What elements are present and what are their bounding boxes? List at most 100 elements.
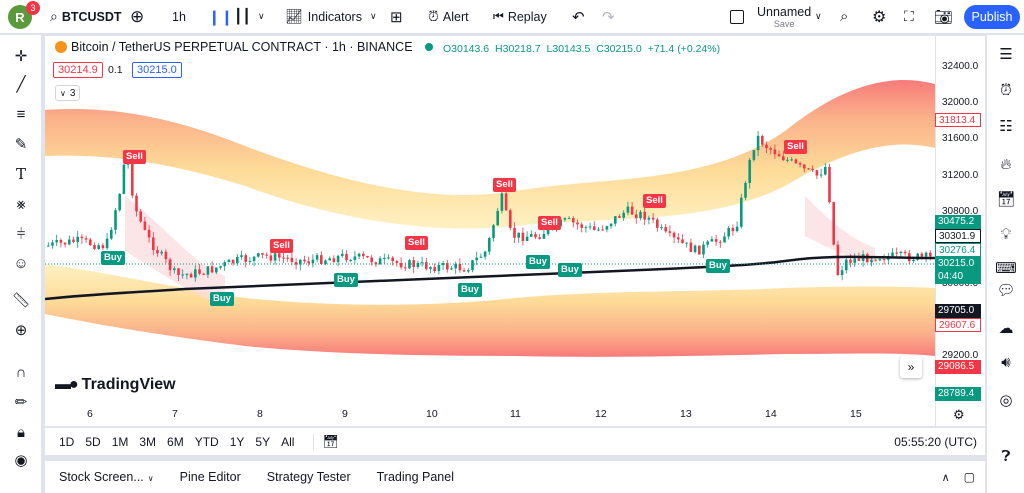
candle-body [605, 226, 609, 230]
candle-body [748, 159, 751, 183]
range-5d[interactable]: 5D [85, 434, 101, 449]
snapshot-button[interactable]: 📷︎ [934, 0, 953, 34]
fullscreen-button[interactable]: ⛶ [904, 0, 914, 34]
panel-tab[interactable]: Strategy Tester [267, 470, 351, 484]
magnet-tool[interactable]: ∩ [10, 361, 32, 383]
range-1d[interactable]: 1D [59, 434, 75, 449]
calendar-button[interactable]: 📅︎ [995, 188, 1017, 210]
interval-button[interactable]: 1h [172, 0, 186, 34]
avatar-letter: R [15, 9, 25, 25]
time-axis[interactable]: 6 7 8 9 10 11 12 13 14 15 [45, 401, 935, 426]
redo-button[interactable]: ↷ [602, 0, 615, 34]
pattern-tool[interactable]: ⨳ [10, 193, 32, 215]
layout-name[interactable]: Unnamed Save [757, 5, 811, 29]
hide-drawings-tool[interactable]: ◉ [10, 449, 32, 471]
maximize-panel-button[interactable]: ▢ [964, 470, 975, 484]
trendline-tool[interactable]: ╱ [10, 73, 32, 95]
candle-body [404, 267, 407, 269]
tradingview-logo-icon: ▬● [55, 376, 79, 393]
lock-drawing-tool[interactable]: ✏ [10, 391, 32, 413]
indicators-collapse-button[interactable]: ∨ 3 [55, 85, 81, 101]
symbol-search[interactable]: ⌕ BTCUSDT [50, 0, 122, 34]
hotlist-button[interactable]: 🔥︎ [995, 153, 1017, 175]
collapse-panel-button[interactable]: ∧ [942, 470, 950, 484]
panel-tab[interactable]: Stock Screen... ∨ [59, 470, 154, 484]
candle-body [672, 232, 676, 238]
calculator-button[interactable]: ⌨ [995, 257, 1017, 279]
chat-button[interactable]: 💬︎ [995, 279, 1017, 301]
camera-icon: 📷︎ [934, 8, 954, 26]
alerts-panel-button[interactable]: ⏰︎ [995, 79, 1017, 101]
news-button[interactable]: ☁ [995, 317, 1017, 339]
broadcast-button[interactable]: ◎ [995, 389, 1017, 411]
brush-tool[interactable]: ✎ [10, 133, 32, 155]
range-ytd[interactable]: YTD [194, 434, 219, 449]
lock-all-tool[interactable]: 🔒︎ [10, 421, 32, 443]
alert-button[interactable]: ⏰︎ Alert [428, 0, 469, 34]
compare-button[interactable]: ⊕ [130, 0, 144, 34]
layouts-button[interactable]: ⊞ [390, 0, 403, 34]
measure-tool[interactable]: ⫩ [10, 223, 32, 245]
candle-body [471, 260, 474, 271]
panel-tab[interactable]: Trading Panel [377, 470, 454, 484]
undo-button[interactable]: ↶ [572, 0, 585, 34]
candle-body [156, 250, 159, 254]
candle-body [450, 268, 453, 270]
streams-button[interactable]: 🔊︎ [995, 351, 1017, 373]
buy-signal: Buy [458, 283, 482, 297]
chart-legend[interactable]: Bitcoin / TetherUS PERPETUAL CONTRACT · … [55, 40, 433, 54]
watchlist-button[interactable]: ☰ [995, 43, 1017, 65]
text-tool[interactable]: T [10, 163, 32, 185]
range-1y[interactable]: 1Y [229, 434, 245, 449]
quick-search-button[interactable]: ⌕ [840, 0, 848, 34]
candle-body [853, 258, 856, 263]
tradingview-watermark[interactable]: ▬● TradingView [55, 376, 176, 394]
settings-button[interactable]: ⚙ [872, 0, 886, 34]
indicators-label: Indicators [307, 9, 362, 24]
buy-price-button[interactable]: 30215.0 [132, 62, 182, 78]
axis-settings-button[interactable]: ⚙ [953, 407, 965, 423]
price-label: 30301.9 [935, 229, 981, 243]
fib-tool[interactable]: ≡ [10, 103, 32, 125]
sell-price-button[interactable]: 30214.9 [53, 62, 103, 78]
candle-body [773, 149, 777, 155]
symbol-label: BTCUSDT [61, 9, 122, 24]
crosshair-tool[interactable]: ✛ [10, 45, 32, 67]
candle-body [819, 174, 823, 176]
object-tree-icon: ☷ [999, 118, 1013, 135]
candle-body [567, 218, 571, 220]
publish-label: Publish [971, 10, 1013, 24]
range-1m[interactable]: 1M [111, 434, 129, 449]
chart-style-button[interactable]: ❙❙ [208, 0, 233, 34]
candle-body [878, 259, 882, 261]
layout-dropdown[interactable]: ∨ [815, 0, 822, 34]
range-6m[interactable]: 6M [167, 434, 184, 449]
panel-tab[interactable]: Pine Editor [180, 470, 241, 484]
price-chart[interactable] [45, 36, 985, 426]
help-button[interactable]: ❓︎ [995, 445, 1017, 467]
ruler-tool[interactable]: 📏︎ [10, 289, 32, 311]
chart-style-dropdown[interactable]: ∨ [258, 0, 265, 34]
range-all[interactable]: All [281, 434, 295, 449]
alert-label: Alert [442, 9, 469, 24]
candle-body [328, 258, 331, 261]
date-range-button[interactable]: 📅︎ [322, 434, 339, 450]
utc-clock[interactable]: 05:55:20 (UTC) [894, 434, 977, 449]
scroll-realtime-button[interactable]: » [900, 356, 922, 378]
publish-button[interactable]: Publish [964, 5, 1020, 29]
range-5y[interactable]: 5Y [255, 434, 271, 449]
object-tree-button[interactable]: ☷ [995, 115, 1017, 137]
ideas-button[interactable]: 💡︎ [995, 223, 1017, 245]
replay-button[interactable]: ⏮︎ Replay [493, 0, 547, 34]
layout-checkbox[interactable] [730, 0, 744, 34]
chart-pane[interactable]: ▬● TradingView » [45, 36, 985, 426]
bar-style-button[interactable]: ┃┃ [234, 0, 251, 34]
emoji-tool[interactable]: ☺ [10, 252, 32, 274]
range-3m[interactable]: 3M [139, 434, 157, 449]
candle-body [240, 255, 243, 257]
zoom-tool[interactable]: ⊕ [10, 319, 32, 341]
indicators-dropdown[interactable]: ∨ [370, 0, 377, 34]
indicators-button[interactable]: 📈︎ Indicators [285, 0, 362, 34]
time-tick: 9 [342, 408, 348, 420]
buy-signal: Buy [526, 255, 550, 269]
